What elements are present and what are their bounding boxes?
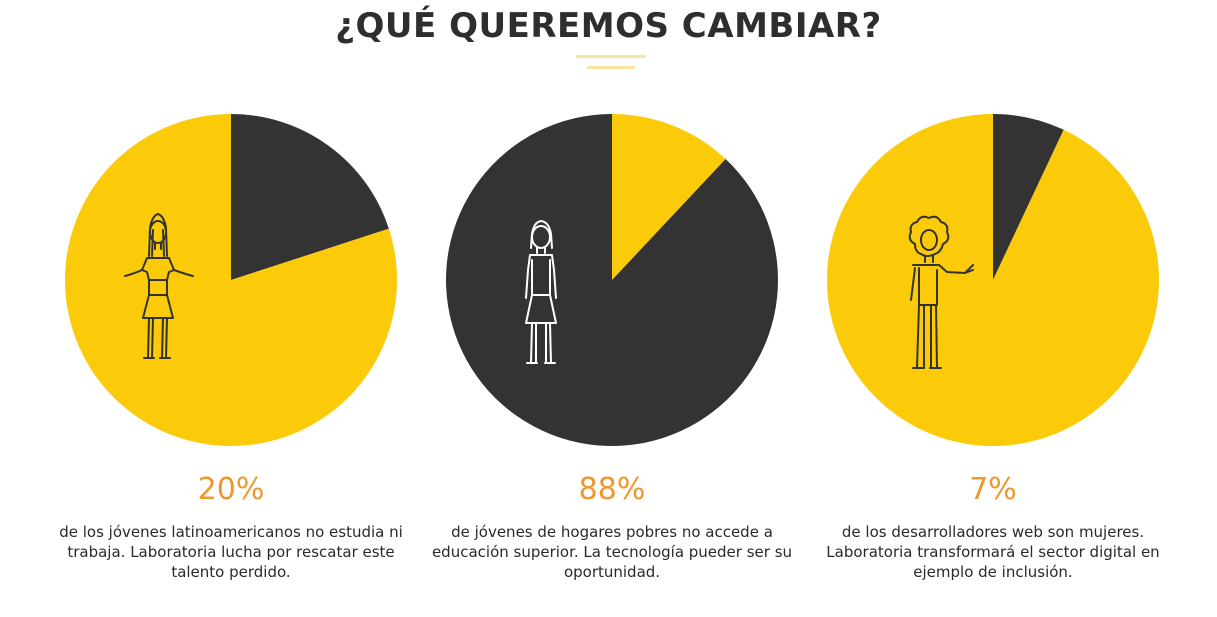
pie-chart-3 [826,114,1159,446]
stat-description-2: de jóvenes de hogares pobres no accede a… [431,523,793,581]
woman-standing-icon [525,220,557,364]
stat-percentage-1: 20% [197,472,265,507]
pie-slice-highlighted [446,114,778,446]
girl-with-pigtails-icon [124,213,194,359]
pie-slice-rest [65,114,398,446]
pie-slice-rest [826,114,1159,446]
pie-chart-2 [446,114,778,446]
title-divider-top [576,55,646,58]
stat-description-3: de los desarrolladores web son mujeres. … [826,523,1160,581]
title-divider-bottom [587,66,635,69]
pie-slice-rest [612,114,726,280]
pie-slice-highlighted [231,114,389,280]
curly-haired-woman-pointing-icon [908,215,974,369]
page-title: ¿QUÉ QUEREMOS CAMBIAR? [335,6,882,46]
pie-chart-1 [65,114,398,446]
stat-description-1: de los jóvenes latinoamericanos no estud… [59,523,403,581]
stat-percentage-2: 88% [578,472,646,507]
stat-percentage-3: 7% [969,472,1017,507]
pie-slice-highlighted [993,114,1064,280]
